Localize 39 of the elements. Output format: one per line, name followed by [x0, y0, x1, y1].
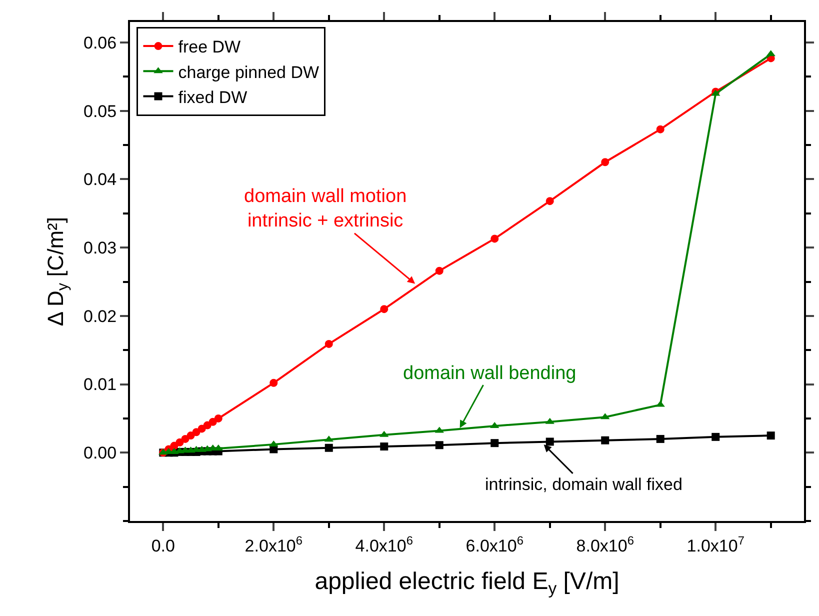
point	[324, 444, 333, 452]
point	[601, 158, 610, 166]
x-tick-label: 0.0	[151, 536, 175, 556]
point	[712, 432, 720, 441]
point	[546, 438, 554, 446]
point	[214, 414, 222, 422]
x-tick-label: 1.0x10$^{7}$	[686, 533, 745, 556]
x-tick-label: 2.0x10$^{6}$	[244, 533, 303, 556]
point	[435, 441, 444, 450]
legend-label: fixed DW	[178, 88, 248, 107]
point	[208, 418, 217, 426]
y-tick-label: 0.05	[84, 102, 117, 121]
y-tick-label: 0.01	[84, 375, 117, 394]
point	[546, 197, 554, 206]
point	[766, 432, 775, 440]
y-tick-label: 0.00	[84, 444, 117, 463]
y-tick-label: 0.03	[84, 238, 117, 258]
point	[656, 125, 664, 134]
point	[380, 305, 388, 314]
point	[324, 340, 333, 348]
point	[490, 439, 499, 448]
annotation: domain wall bending	[403, 363, 576, 384]
legend-label: free DW	[178, 38, 241, 57]
point	[380, 442, 388, 450]
x-tick-label: 8.0x10$^{6}$	[576, 533, 634, 556]
legend-label: charge pinned DW	[178, 62, 320, 82]
y-tick-label: 0.02	[84, 306, 117, 326]
point	[270, 378, 278, 387]
point	[656, 434, 664, 443]
y-tick-label: 0.06	[84, 33, 117, 52]
point	[490, 234, 499, 243]
x-tick-label: 6.0x10$^{6}$	[466, 533, 524, 556]
x-tick-label: 4.0x10$^{6}$	[355, 533, 414, 556]
point	[601, 436, 610, 444]
annotation: intrinsic, domain wall fixed	[485, 475, 682, 494]
point	[435, 266, 444, 275]
annotation: domain wall motion intrinsic + extrinsic	[244, 186, 407, 232]
y-tick-label: 0.04	[84, 170, 117, 190]
x-axis-title: applied electric field E$_{y}$ [V/m]	[314, 568, 620, 598]
